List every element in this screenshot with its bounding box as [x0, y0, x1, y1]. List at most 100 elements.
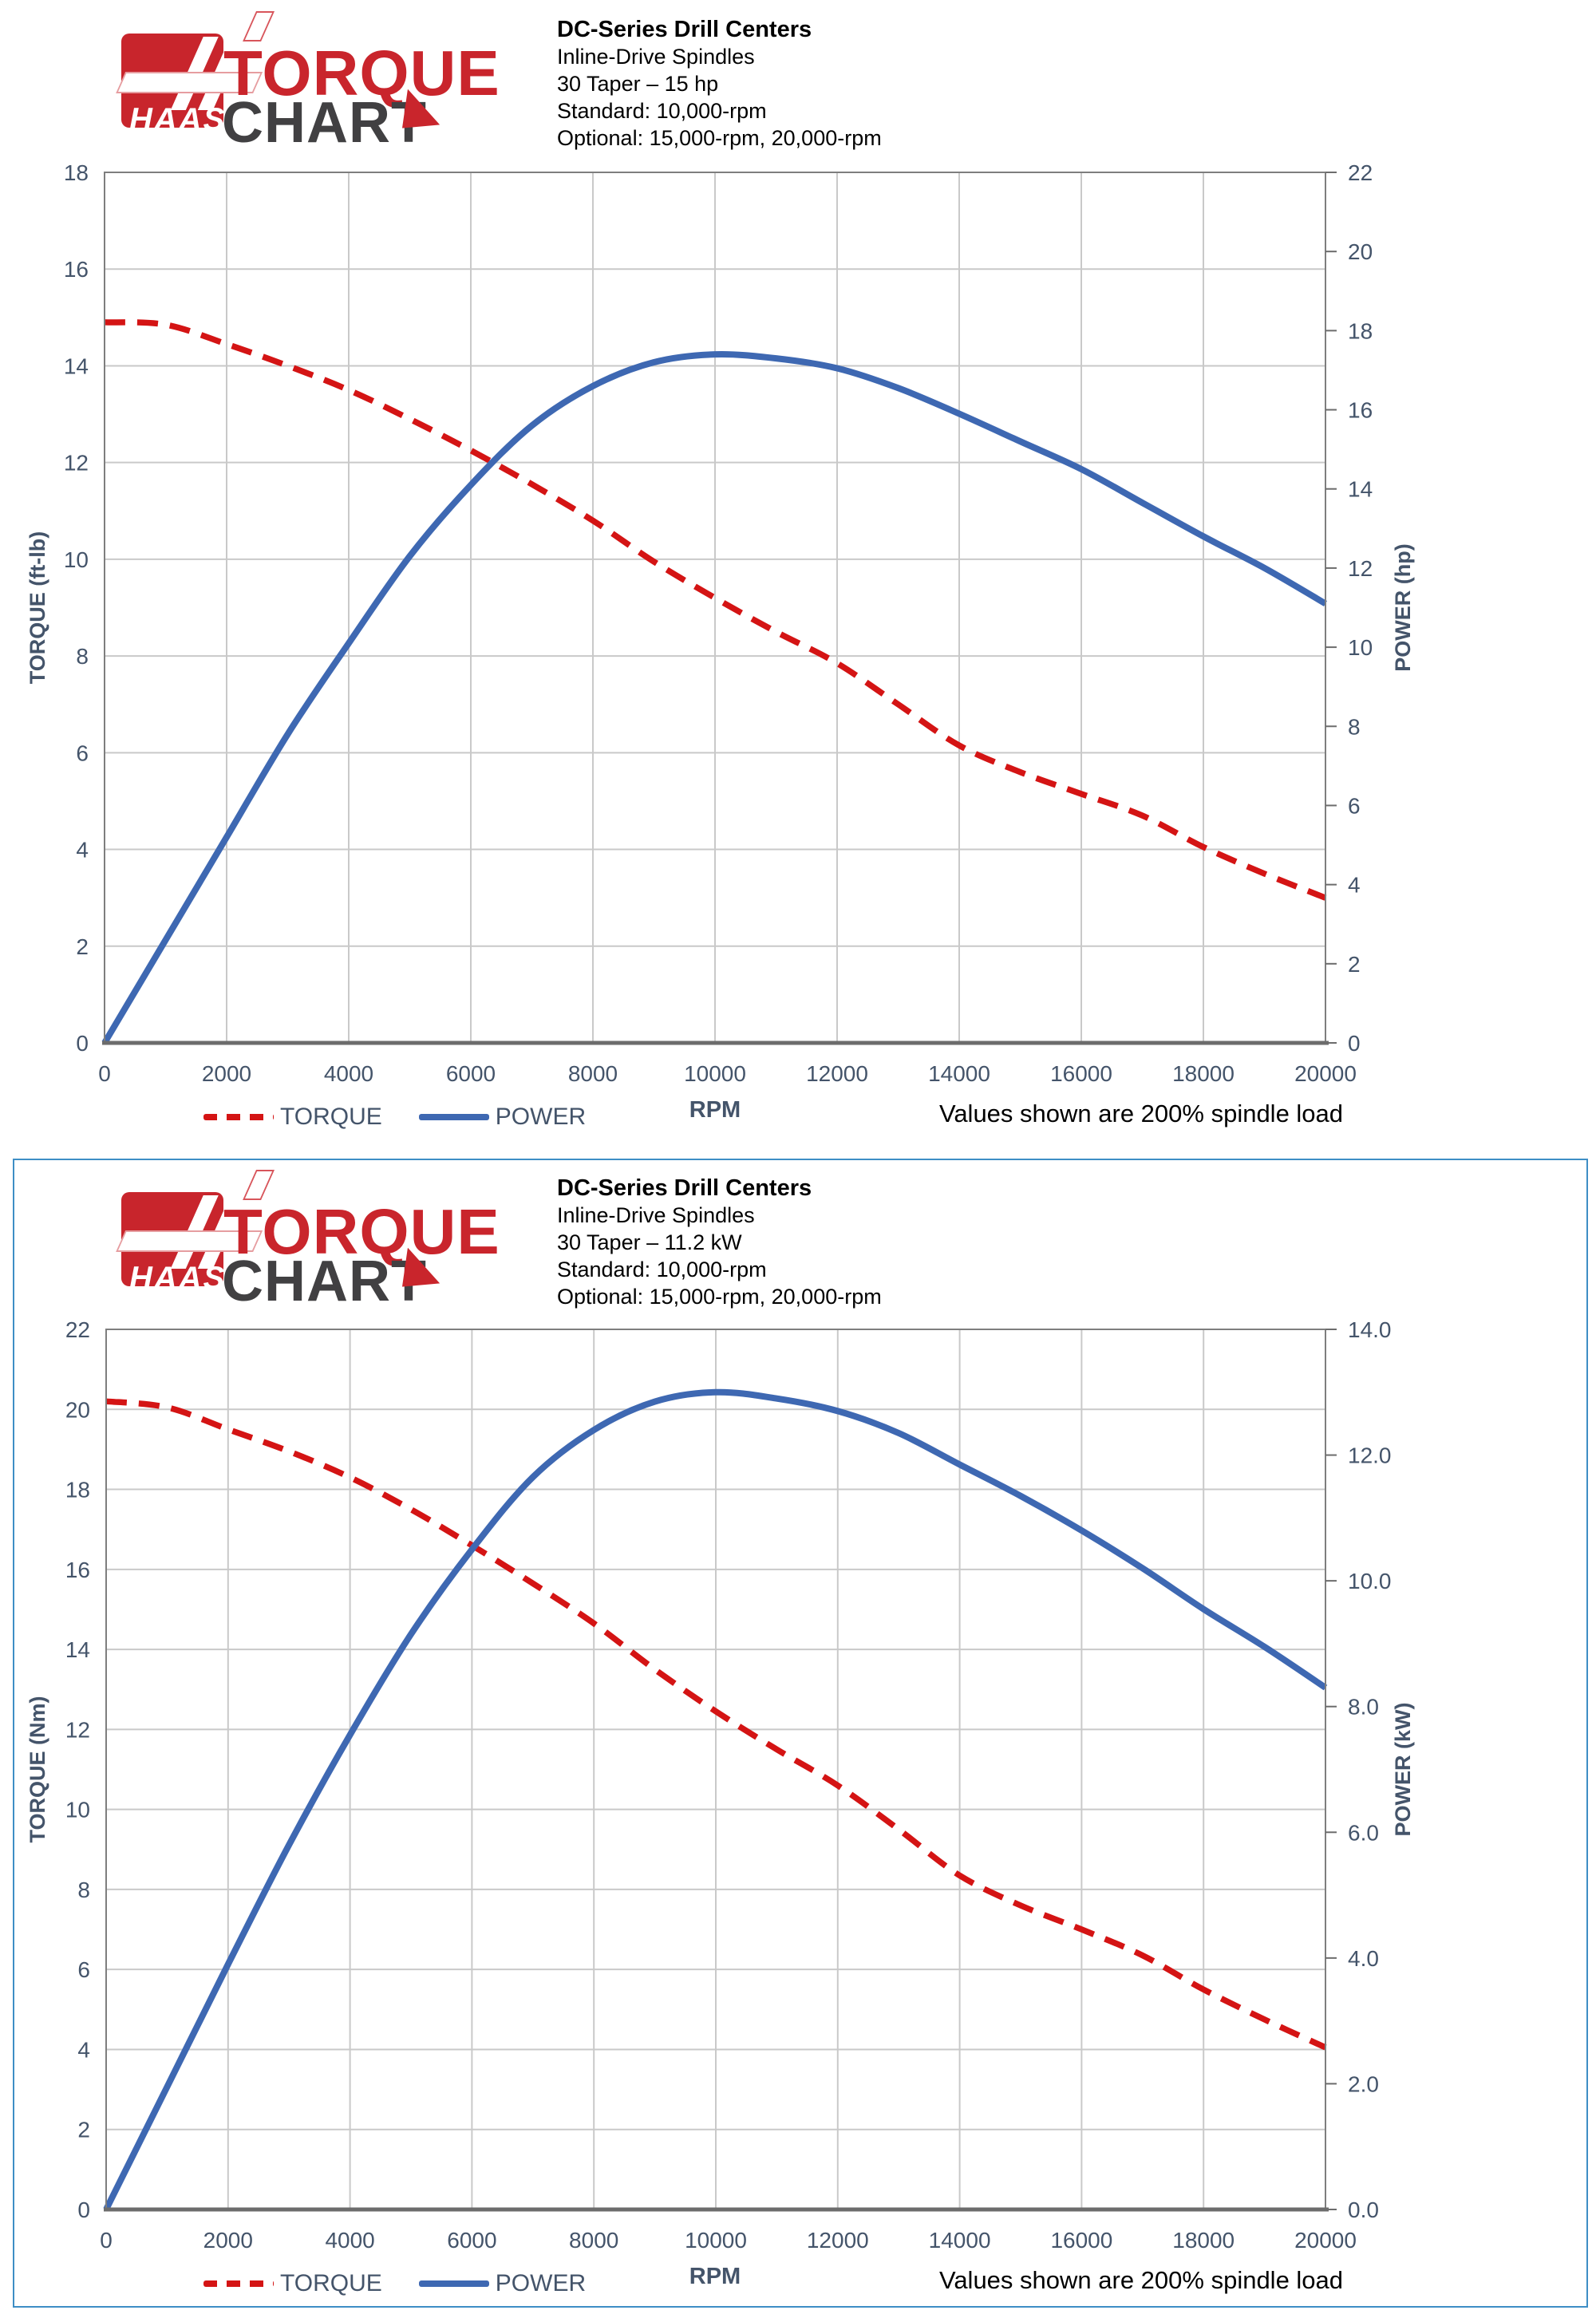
chart1-x-axis-title: RPM: [689, 1097, 741, 1123]
chart2-right-tick-label: 12.0: [1348, 1443, 1392, 1468]
chart2-subtitle-1: Inline-Drive Spindles: [557, 1203, 755, 1227]
chart2-left-tick-label: 14: [65, 1637, 90, 1662]
chart1-right-tick-label: 2: [1348, 952, 1361, 977]
chart1-subtitle-1: Inline-Drive Spindles: [557, 45, 755, 69]
chart1-x-tick-label: 10000: [684, 1061, 746, 1086]
chart1-left-tick-label: 14: [64, 353, 89, 378]
chart1-legend: TORQUE POWER: [203, 1104, 586, 1131]
chart1-left-tick-label: 2: [76, 934, 89, 959]
chart1-right-tick-label: 18: [1348, 318, 1373, 343]
chart2-right-tick-label: 14.0: [1348, 1317, 1392, 1342]
chart2-x-tick-label: 12000: [807, 2228, 869, 2253]
chart1-footnote: Values shown are 200% spindle load: [938, 1100, 1344, 1127]
chart1-left-tick-label: 16: [64, 257, 89, 282]
chart2-left-tick-label: 10: [65, 1798, 90, 1822]
chart2-power-curve: [103, 1388, 1328, 2211]
chart2-right-tick-label: 8.0: [1348, 1695, 1379, 1720]
torque-legend-label: TORQUE: [280, 2270, 382, 2296]
chart2-x-tick-label: 4000: [325, 2228, 374, 2253]
chart1-x-tick-label: 2000: [202, 1061, 251, 1086]
chart2-legend: TORQUE POWER: [203, 2270, 586, 2297]
power-solid-swatch: [418, 1114, 489, 1120]
chart2-x-tick-label: 20000: [1294, 2228, 1357, 2253]
chart1-subtitle-3: Standard: 10,000-rpm: [557, 99, 767, 123]
chart1-right-tick-label: 20: [1348, 239, 1373, 264]
chart2-left-tick-label: 2: [77, 2118, 90, 2142]
chart2-x-axis-title: RPM: [689, 2264, 741, 2289]
chart2-left-tick-label: 16: [65, 1558, 90, 1582]
torque-dashed-swatch: [203, 1114, 274, 1120]
chart2-left-tick-label: 0: [77, 2198, 90, 2222]
chart1-x-tick-label: 20000: [1294, 1061, 1357, 1086]
power-solid-swatch: [418, 2280, 489, 2287]
chart2-legend-torque: TORQUE: [203, 2270, 382, 2297]
chart2-right-tick-label: 0.0: [1348, 2198, 1379, 2222]
chart2-left-tick-label: 6: [77, 1957, 90, 1982]
chart2-x-tick-label: 16000: [1050, 2228, 1112, 2253]
chart1-left-tick-label: 12: [64, 451, 89, 476]
chart1-left-tick-label: 6: [76, 740, 89, 765]
chart1-x-tick-label: 0: [98, 1061, 111, 1086]
chart2-x-tick-label: 8000: [569, 2228, 618, 2253]
chart2-footnote: Values shown are 200% spindle load: [938, 2266, 1344, 2294]
chart2-left-tick-label: 20: [65, 1397, 90, 1422]
chart2-left-tick-label: 4: [77, 2037, 90, 2062]
power-legend-label: POWER: [495, 1104, 587, 1130]
torque-legend-label: TORQUE: [280, 1104, 382, 1130]
chart2-left-axis-title: TORQUE (Nm): [26, 1696, 49, 1842]
chart2-header: DC-Series Drill Centers Inline-Drive Spi…: [557, 1175, 1116, 1310]
chart1-left-tick-label: 10: [64, 547, 89, 572]
chart2-right-axis-title: POWER (kW): [1391, 1703, 1415, 1837]
chart2-torque-curve: [105, 1398, 1327, 2051]
chart1-legend-power: POWER: [418, 1104, 587, 1131]
torque-dashed-swatch: [203, 2280, 274, 2287]
logo-torque-word: TORQUE: [223, 38, 500, 109]
chart1-x-tick-label: 14000: [928, 1061, 990, 1086]
chart1-legend-torque: TORQUE: [203, 1104, 382, 1131]
chart2-x-tick-label: 14000: [929, 2228, 991, 2253]
chart1-left-tick-label: 18: [64, 160, 89, 185]
chart2-x-tick-label: 0: [100, 2228, 113, 2253]
chart2-left-tick-label: 12: [65, 1717, 90, 1742]
chart2-subtitle-4: Optional: 15,000-rpm, 20,000-rpm: [557, 1285, 882, 1309]
chart2-left-tick-label: 22: [65, 1317, 90, 1342]
logo-chart-word: CHART: [222, 1250, 427, 1313]
logo-haas-word: HAAS: [129, 102, 227, 137]
chart2-right-tick-label: 6.0: [1348, 1820, 1379, 1845]
chart1-title: DC-Series Drill Centers: [557, 17, 812, 42]
chart1-x-tick-label: 4000: [324, 1061, 373, 1086]
chart2-subtitle-3: Standard: 10,000-rpm: [557, 1258, 767, 1281]
chart1-subtitle-4: Optional: 15,000-rpm, 20,000-rpm: [557, 126, 882, 150]
chart2-right-tick-label: 4.0: [1348, 1946, 1379, 1971]
logo-chart-word: CHART: [222, 91, 427, 155]
logo-haas-word: HAAS: [129, 1261, 227, 1296]
chart1-right-tick-label: 16: [1348, 398, 1373, 423]
chart1-left-tick-label: 8: [76, 644, 89, 669]
chart2-right-tick-label: 10.0: [1348, 1569, 1392, 1593]
metric-chart-frame: [13, 1159, 1588, 2308]
chart1-left-tick-label: 0: [76, 1031, 89, 1056]
chart1-right-tick-label: 6: [1348, 793, 1361, 818]
chart2-x-tick-label: 2000: [203, 2228, 253, 2253]
logo-torque-word: TORQUE: [223, 1196, 500, 1267]
chart1-x-tick-label: 12000: [806, 1061, 868, 1086]
chart1-power-curve: [101, 350, 1328, 1045]
chart1-x-tick-label: 8000: [568, 1061, 618, 1086]
chart1-right-tick-label: 22: [1348, 160, 1373, 185]
haas-torque-chart-logo-2: HAAS TORQUE CHART: [116, 1168, 535, 1310]
chart1-right-tick-label: 0: [1348, 1031, 1361, 1056]
chart2-left-tick-label: 18: [65, 1478, 90, 1503]
chart1-header: DC-Series Drill Centers Inline-Drive Spi…: [557, 16, 1116, 152]
chart1-right-tick-label: 10: [1348, 635, 1373, 660]
chart2-x-tick-label: 18000: [1172, 2228, 1235, 2253]
chart2-x-tick-label: 10000: [685, 2228, 747, 2253]
chart1-right-tick-label: 8: [1348, 714, 1361, 739]
chart1-right-tick-label: 12: [1348, 556, 1373, 581]
power-legend-label: POWER: [495, 2270, 587, 2296]
haas-torque-chart-logo: HAAS TORQUE CHART: [116, 10, 535, 152]
chart2-subtitle-2: 30 Taper – 11.2 kW: [557, 1230, 742, 1254]
chart1-right-tick-label: 4: [1348, 873, 1361, 898]
chart2-left-tick-label: 8: [77, 1878, 90, 1902]
